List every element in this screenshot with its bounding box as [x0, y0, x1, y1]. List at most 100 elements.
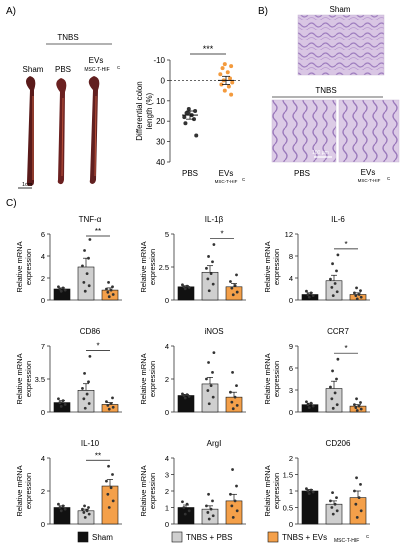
data-point [231, 468, 234, 471]
colon-y-label: Differential colonlength (%) [135, 81, 154, 140]
bar-evs [101, 289, 119, 301]
bar-sham [301, 490, 319, 525]
significance-label: ** [95, 451, 101, 460]
photo-label-evs-sup: C [117, 65, 121, 70]
panel-label-c: C) [6, 198, 17, 209]
data-point [105, 400, 108, 404]
data-point [212, 243, 216, 246]
data-point [305, 400, 308, 404]
data-point [235, 509, 239, 513]
data-point [230, 400, 234, 404]
data-point [353, 291, 356, 295]
y-tick-label: 0 [165, 408, 169, 417]
y-axis-label-line: Relative mRNA [263, 465, 272, 516]
data-point [181, 500, 184, 504]
bar-evs [225, 286, 243, 301]
data-point [331, 294, 335, 297]
photo-label-evs: EVs [89, 56, 104, 65]
data-point [111, 473, 114, 476]
data-point [229, 492, 232, 496]
data-point [182, 506, 186, 509]
data-point [353, 489, 356, 493]
chart-title: iNOS [204, 327, 223, 336]
legend-label-pbs: TNBS + PBS [186, 533, 232, 542]
data-point [183, 287, 187, 291]
photo-header-tnbs: TNBS [57, 33, 78, 42]
data-point [211, 514, 215, 518]
data-point [82, 397, 86, 401]
data-point [106, 290, 110, 294]
colon-point [230, 80, 235, 85]
colon-point [220, 66, 225, 71]
data-point [359, 289, 362, 293]
data-point [355, 409, 359, 412]
y-tick-label: 8 [289, 252, 293, 261]
data-point [355, 397, 358, 401]
chart-tnf: TNF-α 0 2 4 6 Relative mRNAexpression ** [15, 215, 122, 305]
y-axis-label-line: Relative mRNA [263, 353, 272, 404]
y-tick-label: 2 [165, 375, 169, 384]
chart-ccr7: CCR7 0 3 6 9 Relative mRNAexpression * [263, 327, 370, 417]
y-tick-label: 3 [289, 386, 293, 395]
y-axis-label-line: expression [148, 473, 157, 509]
data-point [331, 491, 334, 495]
data-point [359, 407, 363, 411]
data-point [111, 293, 115, 296]
data-point [205, 377, 208, 381]
colon-point [186, 106, 191, 111]
data-point [211, 499, 214, 503]
data-point [305, 289, 308, 293]
colon-x-label-sup: C [242, 177, 246, 182]
y-axis-label: Relative mRNAexpression [263, 465, 281, 516]
data-point [87, 512, 91, 516]
data-point [61, 286, 65, 290]
chart-title: TNF-α [79, 215, 102, 224]
colon-point [185, 111, 190, 116]
data-point [306, 489, 310, 493]
y-tick-label: 0 [289, 408, 293, 417]
data-point [311, 490, 315, 494]
data-point [335, 290, 339, 294]
data-point [329, 499, 332, 503]
chart-title: IL-10 [81, 439, 100, 448]
data-point [235, 404, 239, 407]
y-axis-label-line: expression [24, 473, 33, 509]
data-point [331, 262, 334, 266]
data-point [83, 516, 87, 519]
data-point [331, 406, 335, 410]
y-tick-label: 3 [165, 471, 169, 480]
data-point [83, 371, 86, 375]
y-axis-label-line: Relative mRNA [139, 353, 148, 404]
data-point [187, 286, 191, 289]
data-point [354, 502, 358, 506]
bar-pbs [201, 271, 219, 301]
data-point [111, 285, 114, 289]
data-point [107, 295, 111, 299]
chart-il10: IL-10 0 2 4 Relative mRNAexpression ** [15, 439, 122, 529]
data-point [87, 380, 90, 384]
data-point [209, 384, 213, 387]
data-point [63, 507, 67, 511]
colon-point [219, 82, 224, 87]
data-point [231, 371, 234, 374]
data-point [207, 255, 210, 258]
significance-label: * [344, 344, 347, 353]
data-point [235, 484, 238, 488]
data-point [235, 273, 238, 277]
data-point [107, 407, 111, 411]
data-point [58, 506, 62, 509]
data-point [333, 282, 337, 285]
colon-pbs [56, 78, 67, 185]
data-point [57, 285, 60, 289]
colon-point [218, 72, 223, 77]
colon-point [229, 92, 234, 97]
data-point [63, 403, 67, 406]
y-tick-label: 3.5 [35, 375, 45, 384]
data-point [229, 390, 232, 394]
data-point [206, 511, 210, 514]
data-point [359, 509, 363, 513]
photo-label-pbs: PBS [55, 65, 71, 74]
data-point [211, 260, 214, 264]
data-point [181, 283, 184, 287]
y-tick-label: 2 [41, 274, 45, 283]
